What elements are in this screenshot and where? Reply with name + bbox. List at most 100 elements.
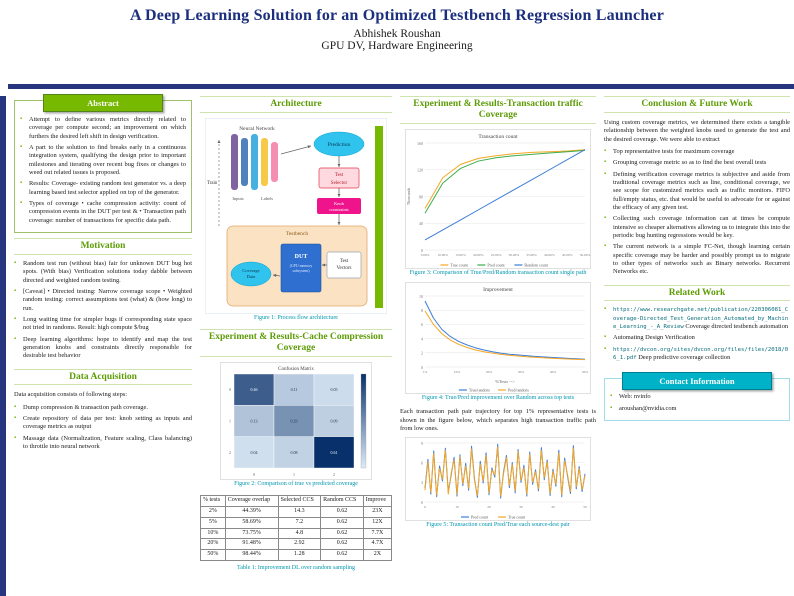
svg-text:1%: 1% [423,370,428,374]
svg-text:4: 4 [421,336,423,341]
svg-text:2: 2 [421,351,423,356]
table-cell: 2X [362,549,393,561]
conclusion-item: Defining verification coverage metrics i… [604,171,790,213]
related-link[interactable]: https://www.researchgate.net/publication… [613,307,789,331]
svg-text:15.00%: 15.00% [455,253,466,257]
nn-layer-bar [271,141,278,182]
author-name: Abhishek Roushan [353,28,441,40]
svg-text:0.61: 0.61 [331,450,338,455]
svg-text:Thousands: Thousands [406,187,411,205]
dut-sublabel: subsystem) [292,269,310,273]
figure-2: 0.46 0.11 0.05 0.13 0.29 0.09 0.04 0.08 0.61 0 1 2 0… [200,362,392,490]
contact-heading: Contact Information [622,372,772,391]
svg-text:50.00%: 50.00% [580,253,591,257]
section-abstract: Abstract Attempt to define various metri… [14,94,192,233]
table-cell: 7.7X [362,527,393,540]
svg-text:True count: True count [450,262,468,267]
svg-text:1: 1 [229,418,231,423]
table-cell: 91.48% [224,538,279,551]
svg-text:0.08: 0.08 [291,450,298,455]
coverage-data-label: Coverage [242,268,259,273]
table-header-cell: Coverage overlap [224,495,279,507]
dut-sublabel: (GPU memory [290,264,313,268]
test-vectors-label: Test [340,259,349,264]
table-header-cell: Random CCS [320,495,364,507]
svg-text:30: 30 [519,505,523,509]
motivation-item: Long waiting time for simpler bugs if co… [14,316,192,333]
nn-layer-bar [261,137,268,186]
transaction-paragraph: Each transaction path pair trajectory fo… [400,408,596,432]
poster-body: Abstract Attempt to define various metri… [14,94,790,594]
left-edge-bar [0,96,6,596]
table-cell: 44.39% [224,505,279,518]
motivation-item: Random test run (without bias) fair for … [14,260,192,285]
svg-text:Pred count: Pred count [471,515,489,520]
figure-4-caption: Figure 4: True/Pred improvement over Ran… [421,395,575,402]
svg-text:25.00%: 25.00% [491,253,502,257]
abstract-item: A part to the solution to find breaks ea… [20,144,186,177]
table-header-cell: % tests [200,495,226,507]
nn-layer-bar [251,133,258,190]
poster-header: A Deep Learning Solution for an Optimize… [0,0,794,52]
svg-text:Confusion Matrix: Confusion Matrix [278,367,314,372]
svg-text:0.05: 0.05 [331,387,338,392]
svg-text:6: 6 [421,461,423,466]
svg-text:40%: 40% [550,370,556,374]
data-acquisition-heading: Data Acquisition [14,368,192,386]
test-selector-label: Selector [331,181,348,186]
table-cell: 7.2 [277,516,322,529]
table-cell: 12X [362,516,393,529]
data-acquisition-list: Dump compression & transaction path cove… [14,404,192,455]
svg-text:Pred count: Pred count [487,262,505,267]
svg-text:45.00%: 45.00% [562,253,573,257]
abstract-item: Results: Coverage- existing random test … [20,180,186,197]
green-side-bar [375,125,383,308]
svg-text:40: 40 [419,221,423,226]
figure-3-caption: Figure 3: Comparison of True/Pred/Random… [409,269,587,276]
svg-text:0: 0 [421,500,423,505]
abstract-list: Attempt to define various metrics direct… [20,116,186,225]
conclusion-intro: Using custom coverage metrics, we determ… [604,118,790,143]
contact-email[interactable]: aroushan@nvidia.com [610,405,784,413]
column-3: Experiment & Results-Transaction traffic… [400,94,596,594]
abstract-item: Attempt to define various metrics direct… [20,116,186,141]
svg-text:0.46: 0.46 [251,387,258,392]
architecture-heading: Architecture [200,96,392,113]
figure-1: Neural Network Inputs Labels Prediction … [200,118,392,324]
table-row: 2% 44.39% 14.3 0.62 23X [200,505,393,518]
svg-text:0.13: 0.13 [251,418,258,423]
svg-text:160: 160 [417,141,423,146]
knob-constraints-label: Knob [334,201,345,206]
figure-5: 0 3 6 9 0 10 20 30 40 50 Pred count True count Figu… [400,437,596,531]
table-row: 50% 98.44% 1.28 0.62 2X [200,549,393,561]
table-cell: 23X [362,505,393,518]
architecture-diagram: Neural Network Inputs Labels Prediction … [205,118,387,314]
conclusion-item: Grouping coverage metric so as to find t… [604,159,790,167]
table-cell: 58.69% [224,516,279,529]
data-acquisition-item: Dump compression & transaction path cove… [14,404,192,412]
knob-constraints-box [317,197,361,214]
table-header-cell: Selected CCS [277,495,322,507]
svg-text:80: 80 [419,194,423,199]
motivation-item: Deep learning algorithms: hope to identi… [14,336,192,361]
motivation-item: [Caveat] • Directed testing: Narrow cove… [14,288,192,313]
svg-text:0.04: 0.04 [251,450,258,455]
labels-label: Labels [261,196,273,201]
conclusion-list: Top representative tests for maximum cov… [604,148,790,280]
svg-text:40: 40 [551,505,555,509]
svg-text:2: 2 [333,472,335,477]
data-acquisition-intro: Data acquisition consists of following s… [14,391,128,399]
figure-3: 0 40 80 120 160 5.00% 10.00% 15.00% 20.00% 25.00%… [400,129,596,279]
svg-text:30.00%: 30.00% [509,253,520,257]
contact-list: Web: nvinfo aroushan@nvidia.com [610,393,784,413]
improvement-chart: 0 2 4 6 8 10 1% 10% 20% 30% 40% 50% Improvement %Test… [405,282,591,394]
svg-text:10%: 10% [454,370,460,374]
data-acquisition-item: Massage data (Normalization, Feature sca… [14,435,192,452]
dut-box [280,243,322,293]
table-row: 5% 58.69% 7.2 0.62 12X [200,516,393,529]
related-link[interactable]: https://dvcon.org/sites/dvcon.org/files/… [613,346,789,362]
table-cell: 0.62 [320,516,364,529]
nn-layer-bar [241,137,248,186]
table-header-row: % tests Coverage overlap Selected CCS Ra… [200,495,393,507]
